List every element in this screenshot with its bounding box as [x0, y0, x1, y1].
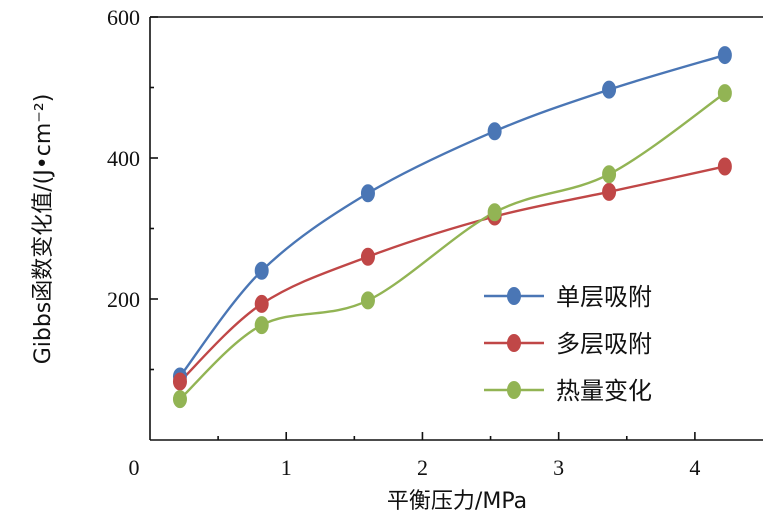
legend-marker — [507, 334, 521, 352]
series-points — [172, 46, 732, 409]
data-point — [602, 165, 617, 184]
data-point — [172, 372, 187, 391]
data-point — [717, 84, 732, 103]
data-point — [487, 203, 502, 222]
x-tick-label: 4 — [689, 455, 700, 480]
data-point — [360, 291, 375, 310]
data-point — [360, 247, 375, 266]
y-tick-label: 600 — [107, 5, 140, 30]
y-axis-title: Gibbs函数变化值/(J•cm⁻²) — [31, 94, 56, 365]
data-point — [602, 182, 617, 201]
legend-label: 单层吸附 — [556, 283, 652, 311]
data-point — [172, 390, 187, 409]
data-point — [487, 122, 502, 141]
legend-label: 热量变化 — [556, 377, 652, 405]
data-point — [254, 261, 269, 280]
data-point — [360, 184, 375, 203]
legend-marker — [507, 381, 521, 399]
y-tick-label: 200 — [107, 287, 140, 312]
legend-label: 多层吸附 — [556, 330, 652, 358]
series-line — [179, 165, 726, 383]
x-tick-label: 2 — [417, 455, 428, 480]
data-point — [717, 46, 732, 65]
data-point — [254, 316, 269, 335]
data-point — [717, 157, 732, 176]
axis-ticks: 0 1 2 3 4 200 400 600 — [107, 5, 700, 480]
x-tick-label: 3 — [553, 455, 564, 480]
data-point — [602, 80, 617, 99]
y-tick-label: 400 — [107, 146, 140, 171]
x-tick-label: 0 — [129, 455, 140, 480]
data-point — [254, 294, 269, 313]
x-axis-title: 平衡压力/MPa — [387, 489, 527, 514]
x-tick-label: 1 — [281, 455, 292, 480]
legend-marker — [507, 287, 521, 305]
